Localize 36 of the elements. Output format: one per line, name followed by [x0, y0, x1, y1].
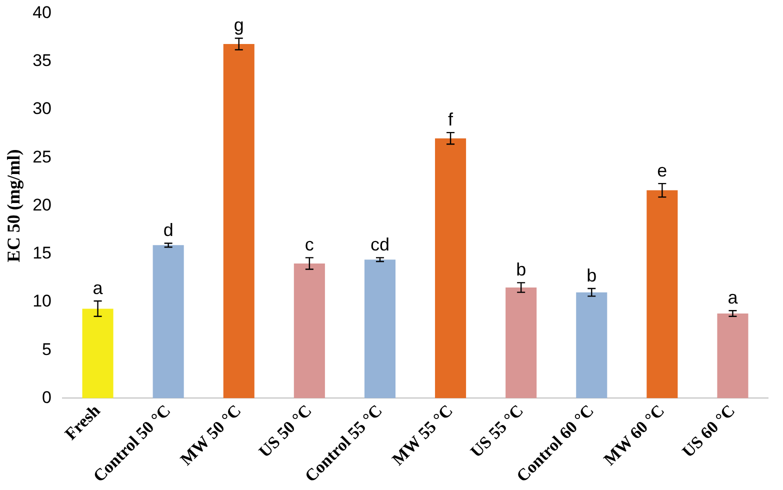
bar: [223, 44, 254, 398]
bar: [294, 263, 325, 398]
bar: [576, 292, 608, 398]
annotation: c: [304, 234, 314, 255]
bar: [646, 190, 678, 398]
annotation: cd: [370, 234, 390, 255]
annotation: a: [728, 288, 739, 308]
y-tick-label: 20: [32, 195, 52, 214]
annotation: d: [163, 220, 174, 240]
annotation: g: [234, 15, 244, 36]
y-tick-label: 30: [32, 99, 52, 118]
bar: [152, 245, 184, 398]
x-tick-label: US 60 °C: [678, 400, 739, 462]
annotation: b: [516, 260, 526, 280]
y-tick-label: 5: [42, 340, 52, 359]
bar: [435, 138, 466, 398]
x-tick-label: MW 50 °C: [176, 400, 245, 470]
annotation: e: [657, 160, 668, 181]
bar: [82, 308, 114, 398]
y-tick-label: 25: [32, 147, 52, 166]
bar: [364, 260, 396, 398]
y-tick-label: 15: [32, 244, 52, 263]
annotation: f: [448, 110, 454, 130]
y-tick-label: 40: [32, 2, 52, 22]
annotation: b: [586, 265, 597, 286]
y-axis-title: EC 50 (mg/ml): [3, 149, 24, 262]
bar: [717, 314, 748, 398]
annotation: a: [92, 278, 104, 298]
y-tick-label: 0: [42, 388, 52, 407]
x-tick-label: US 50 °C: [255, 400, 316, 462]
y-tick-label: 10: [32, 292, 52, 311]
x-tick-label: MW 55 °C: [388, 400, 456, 470]
x-tick-label: US 55 °C: [466, 400, 528, 462]
x-tick-label: MW 60 °C: [600, 400, 668, 470]
bar: [506, 288, 537, 398]
y-tick-label: 35: [32, 51, 52, 70]
